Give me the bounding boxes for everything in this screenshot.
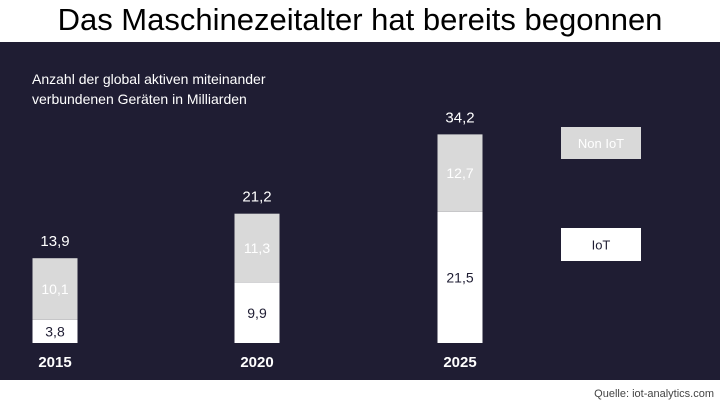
source-note: Quelle: iot-analytics.com [594,388,714,400]
legend-label-non-iot: Non IoT [578,136,624,151]
bar-non-iot-2015 [32,258,78,320]
bar-iot-2025 [437,211,483,343]
data-label-non-iot-2025: 12,7 [446,165,473,181]
legend-label-iot: IoT [592,238,611,253]
data-label-iot-2025: 21,5 [446,269,473,285]
chart-panel: Anzahl der global aktiven miteinander ve… [0,42,720,380]
chart-subtitle-line-1: Anzahl der global aktiven miteinander [32,71,266,87]
data-label-iot-2015: 3,8 [45,323,65,339]
legend-swatch-iot [561,228,641,261]
bar-iot-2015 [32,319,78,343]
bar-non-iot-2025 [437,134,483,212]
legend-swatch-non-iot [561,127,641,159]
data-label-non-iot-2020: 11,3 [244,240,270,256]
data-label-iot-2020: 9,9 [247,305,267,321]
x-tick-label-2020: 2020 [240,354,273,371]
total-label-2020: 21,2 [242,189,271,206]
total-label-2015: 13,9 [40,233,69,250]
data-label-non-iot-2015: 10,1 [41,281,68,297]
x-tick-label-2025: 2025 [443,354,476,371]
x-tick-label-2015: 2015 [38,354,71,371]
total-label-2025: 34,2 [445,109,474,126]
bar-non-iot-2020 [234,213,280,283]
page-title: Das Maschinezeitalter hat bereits begonn… [57,2,663,37]
bars-layer: 3,8 10,1 13,9 2015 9,9 11,3 21,2 2020 21,5 12,7 34… [32,109,483,371]
bar-iot-2020 [234,282,280,343]
legend: Non IoT IoT [561,127,641,261]
stacked-bar-chart: Anzahl der global aktiven miteinander ve… [32,71,641,371]
chart-subtitle-line-2: verbundenen Geräten in Milliarden [32,91,247,107]
